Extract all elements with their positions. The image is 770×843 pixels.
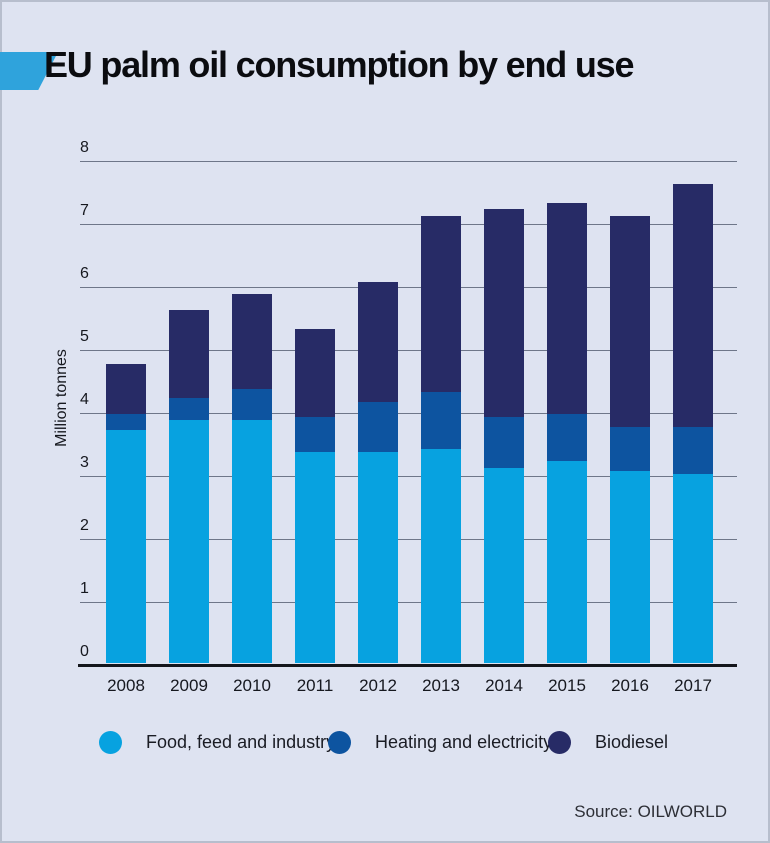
- bar-segment-heating: [610, 426, 650, 471]
- legend-item: Heating and electricity: [328, 731, 552, 754]
- bar-segment-biodiesel: [547, 203, 587, 415]
- bar-segment-heating: [484, 417, 524, 468]
- bar-segment-biodiesel: [232, 294, 272, 389]
- x-tick-label: 2013: [422, 676, 460, 695]
- bar-segment-heating: [358, 401, 398, 453]
- x-tick-label: 2017: [674, 676, 712, 695]
- legend-label: Biodiesel: [595, 732, 669, 752]
- bar-2009: [169, 310, 209, 663]
- x-axis-baseline: [78, 664, 737, 667]
- gridline: [80, 602, 737, 603]
- bar-segment-biodiesel: [421, 216, 461, 393]
- bar-2014: [484, 209, 524, 663]
- bar-segment-heating: [106, 414, 146, 431]
- x-tick-label: 2008: [107, 676, 145, 695]
- bar-segment-heating: [673, 426, 713, 474]
- gridline: [80, 539, 737, 540]
- y-axis-label: Million tonnes: [53, 349, 70, 447]
- bar-segment-food: [421, 448, 461, 663]
- y-tick-label: 3: [80, 454, 89, 471]
- bar-segment-biodiesel: [358, 282, 398, 402]
- x-tick-label: 2010: [233, 676, 271, 695]
- y-tick-label: 2: [80, 517, 89, 534]
- gridline: [80, 287, 737, 288]
- bar-segment-biodiesel: [106, 364, 146, 415]
- gridline: [80, 161, 737, 162]
- bar-segment-biodiesel: [484, 209, 524, 418]
- bar-segment-food: [673, 473, 713, 663]
- x-tick-label: 2012: [359, 676, 397, 695]
- legend-swatch-icon: [328, 731, 351, 754]
- gridline: [80, 476, 737, 477]
- legend-item: Food, feed and industry: [99, 731, 335, 754]
- bar-2015: [547, 203, 587, 663]
- bar-segment-food: [106, 430, 146, 663]
- bar-2016: [610, 216, 650, 663]
- legend-label: Food, feed and industry: [146, 732, 336, 752]
- bar-segment-biodiesel: [169, 310, 209, 399]
- bar-segment-food: [169, 420, 209, 663]
- bar-segment-heating: [421, 392, 461, 449]
- bar-segment-food: [358, 452, 398, 663]
- x-tick-label: 2016: [611, 676, 649, 695]
- bar-2008: [106, 364, 146, 663]
- y-tick-label: 1: [80, 580, 89, 597]
- y-tick-label: 5: [80, 328, 89, 345]
- bar-segment-heating: [169, 398, 209, 421]
- bar-segment-biodiesel: [673, 184, 713, 427]
- y-tick-label: 0: [80, 643, 89, 660]
- source-note: Source: OILWORLD: [574, 802, 727, 821]
- y-tick-label: 7: [80, 202, 89, 219]
- chart-title: EU palm oil consumption by end use: [44, 44, 634, 85]
- bar-2013: [421, 216, 461, 663]
- bar-segment-food: [295, 451, 335, 663]
- y-tick-label: 8: [80, 139, 89, 156]
- gridline: [80, 224, 737, 225]
- bar-segment-heating: [295, 417, 335, 452]
- x-tick-label: 2009: [170, 676, 208, 695]
- bar-segment-food: [232, 420, 272, 663]
- legend-swatch-icon: [548, 731, 571, 754]
- bar-segment-food: [610, 470, 650, 663]
- y-tick-label: 4: [80, 391, 89, 408]
- bar-segment-heating: [547, 414, 587, 462]
- legend-swatch-icon: [99, 731, 122, 754]
- bar-2012: [358, 282, 398, 663]
- bar-segment-food: [484, 467, 524, 663]
- x-tick-label: 2011: [296, 676, 334, 695]
- bar-2010: [232, 294, 272, 663]
- gridline: [80, 413, 737, 414]
- bar-segment-food: [547, 461, 587, 663]
- bar-2011: [295, 329, 335, 663]
- y-tick-label: 6: [80, 265, 89, 282]
- legend-label: Heating and electricity: [375, 732, 553, 752]
- legend-item: Biodiesel: [548, 731, 668, 754]
- gridline: [80, 350, 737, 351]
- bar-2017: [673, 184, 713, 663]
- bar-segment-heating: [232, 388, 272, 421]
- x-tick-label: 2014: [485, 676, 523, 695]
- bar-segment-biodiesel: [610, 216, 650, 427]
- bar-segment-biodiesel: [295, 329, 335, 418]
- x-tick-label: 2015: [548, 676, 586, 695]
